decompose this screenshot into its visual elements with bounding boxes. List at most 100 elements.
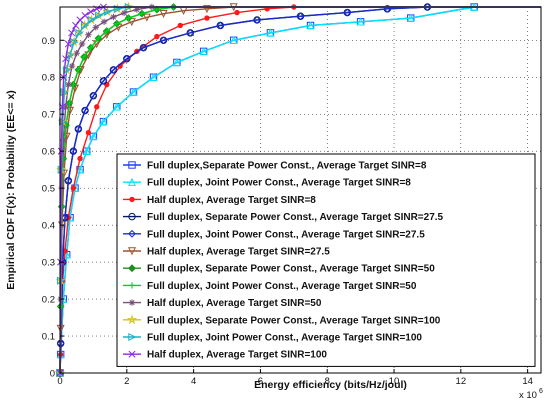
legend-label: Full duplex, Separate Power Const., Aver… — [147, 315, 441, 326]
data-point — [66, 99, 73, 107]
data-point — [159, 36, 168, 45]
data-point — [95, 35, 102, 42]
data-point — [383, 4, 392, 13]
series-5 — [56, 3, 541, 377]
data-point — [356, 17, 365, 26]
data-point — [87, 44, 94, 51]
data-point — [113, 20, 120, 27]
y-tick-label: 0.5 — [42, 184, 55, 195]
data-point — [75, 66, 82, 74]
legend-label: Full duplex,Separate Power Const., Avera… — [147, 161, 427, 172]
y-tick-label: 0.8 — [42, 73, 55, 84]
legend-item: Full duplex, Joint Power Const., Average… — [123, 178, 411, 189]
x-tick-label: 0 — [57, 376, 62, 387]
data-point — [229, 35, 238, 44]
x-tick-label: 6 — [258, 376, 263, 387]
legend-marker — [128, 282, 136, 289]
legend-item: Half duplex, Average Target SINR=100 — [123, 350, 327, 361]
legend-label: Half duplex, Average Target SINR=50 — [147, 298, 322, 309]
data-point — [129, 87, 138, 96]
legend-item: Full duplex, Joint Power Const., Average… — [123, 333, 422, 344]
data-point — [73, 50, 80, 57]
data-point — [95, 11, 104, 20]
data-point — [60, 88, 69, 97]
data-point — [76, 165, 85, 174]
x-tick-label: 2 — [124, 376, 129, 387]
plot-frame — [59, 6, 542, 374]
legend-item: Full duplex,Separate Power Const., Avera… — [123, 161, 427, 172]
data-point — [62, 103, 69, 111]
axis-ticks: 0 2 4 6 8 10 12 14 0 0.1 0.2 0.3 0.4 0.5 0.6 0.7 0.8 0.9 — [42, 36, 533, 387]
series-line — [59, 6, 541, 374]
data-point — [139, 43, 148, 52]
data-point — [186, 28, 195, 37]
legend-box — [116, 153, 536, 367]
data-point — [65, 81, 72, 88]
legend-marker — [128, 264, 136, 273]
legend-item: Half duplex, Average Target SINR=50 — [123, 298, 322, 309]
legend-marker — [128, 332, 137, 342]
data-point — [64, 176, 73, 185]
x-tick-label: 12 — [456, 376, 467, 387]
legend-label: Half duplex, Average Target SINR=100 — [147, 350, 327, 361]
data-point — [87, 8, 95, 16]
data-point — [77, 155, 83, 162]
data-point — [89, 132, 98, 141]
x-axis-scale-factor: x 10 6 — [519, 388, 543, 401]
data-point — [199, 47, 208, 56]
legend-marker — [128, 229, 136, 238]
legend-item: Half duplex, Average Target SINR=27.5 — [123, 247, 330, 258]
y-tick-label: 0.2 — [42, 295, 55, 306]
legend-label: Full duplex, Separate Power Const., Aver… — [147, 212, 444, 223]
data-point — [81, 106, 89, 115]
data-point — [172, 58, 181, 67]
series-2 — [55, 2, 541, 377]
data-point — [177, 22, 183, 29]
data-point — [110, 13, 117, 21]
legend-marker — [128, 299, 136, 306]
data-point — [62, 65, 71, 74]
x-tick-label: 14 — [522, 376, 533, 387]
legend-label: Full duplex, Joint Power Const., Average… — [147, 229, 425, 240]
data-point — [85, 31, 92, 38]
legend-item: Half duplex, Average Target SINR=8 — [123, 195, 316, 206]
legend-marker — [127, 247, 137, 256]
data-point — [109, 65, 118, 74]
data-point — [81, 11, 89, 20]
data-point — [142, 13, 151, 22]
legend-item: Full duplex, Joint Power Const., Average… — [123, 281, 417, 292]
data-point — [125, 14, 132, 22]
data-point — [99, 77, 108, 85]
data-point — [266, 28, 275, 37]
y-tick-label: 0.4 — [42, 221, 55, 232]
y-tick-label: 0.7 — [42, 110, 55, 121]
data-point — [62, 55, 70, 63]
y-tick-label: 0.1 — [42, 332, 55, 343]
data-point — [89, 91, 98, 100]
data-point — [423, 3, 432, 11]
data-point — [64, 40, 72, 48]
x-scale-base: x 10 — [519, 390, 537, 401]
legend-item: Full duplex, Separate Power Const., Aver… — [123, 264, 435, 275]
x-scale-exponent: 6 — [539, 388, 543, 395]
data-point — [112, 102, 121, 111]
data-point — [103, 27, 110, 35]
legend-label: Half duplex, Average Target SINR=27.5 — [147, 247, 330, 258]
data-point — [138, 10, 146, 17]
legend-marker — [128, 350, 136, 358]
data-point — [60, 136, 67, 144]
legend-item: Full duplex, Joint Power Const., Average… — [123, 229, 425, 240]
legend-marker — [128, 212, 136, 221]
y-tick-label: 0 — [50, 369, 55, 380]
data-point — [75, 28, 84, 37]
data-point — [68, 62, 76, 70]
data-point — [70, 185, 77, 191]
data-point — [72, 21, 80, 30]
data-point — [306, 21, 315, 30]
data-point — [149, 72, 158, 81]
series-layer — [54, 1, 541, 378]
x-tick-label: 8 — [325, 376, 330, 387]
data-point — [87, 15, 96, 24]
legend-marker — [129, 196, 135, 203]
